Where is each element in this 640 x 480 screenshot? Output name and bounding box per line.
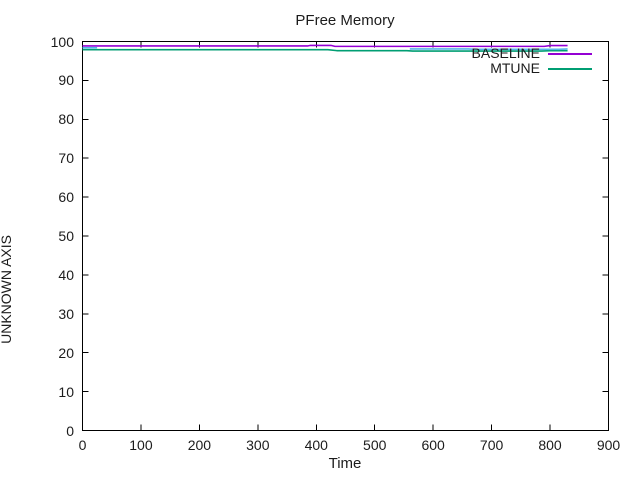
plot-border: [82, 41, 609, 431]
x-tick-label: 600: [421, 437, 445, 453]
y-tick-label: 20: [58, 344, 74, 361]
y-tick-label: 40: [58, 266, 74, 283]
legend-label: MTUNE: [490, 60, 540, 76]
legend-entry-mtune: MTUNE: [400, 61, 592, 76]
x-tick-label: 500: [363, 437, 387, 453]
x-tick-label: 200: [187, 437, 212, 453]
y-tick-label: 100: [50, 33, 74, 50]
x-tick-label: 900: [596, 437, 621, 453]
legend: BASELINE MTUNE: [400, 46, 592, 76]
legend-line-sample-mtune: [548, 67, 592, 70]
x-tick-label: 700: [479, 437, 504, 453]
series-line-mtune: [82, 48, 568, 52]
legend-line-sample-baseline: [548, 52, 592, 55]
y-tick-label: 50: [58, 228, 74, 244]
y-tick-label: 70: [58, 150, 74, 167]
x-axis-label: Time: [328, 455, 362, 472]
y-tick-label: 0: [66, 422, 74, 439]
legend-label: BASELINE: [471, 45, 540, 61]
chart-title: PFree Memory: [295, 12, 395, 29]
x-tick-label: 800: [538, 437, 562, 453]
y-tick-label: 80: [58, 111, 74, 128]
legend-entry-baseline: BASELINE: [400, 46, 592, 61]
y-tick-label: 30: [58, 305, 74, 322]
x-tick-label: 300: [246, 437, 270, 453]
x-tick-label: 400: [304, 437, 328, 453]
y-tick-label: 10: [58, 383, 74, 400]
y-tick-label: 60: [58, 189, 74, 206]
y-tick-label: 90: [58, 72, 74, 89]
x-tick-label: 100: [129, 437, 153, 453]
x-tick-label: 0: [78, 437, 87, 453]
series-line-baseline: [82, 44, 568, 48]
